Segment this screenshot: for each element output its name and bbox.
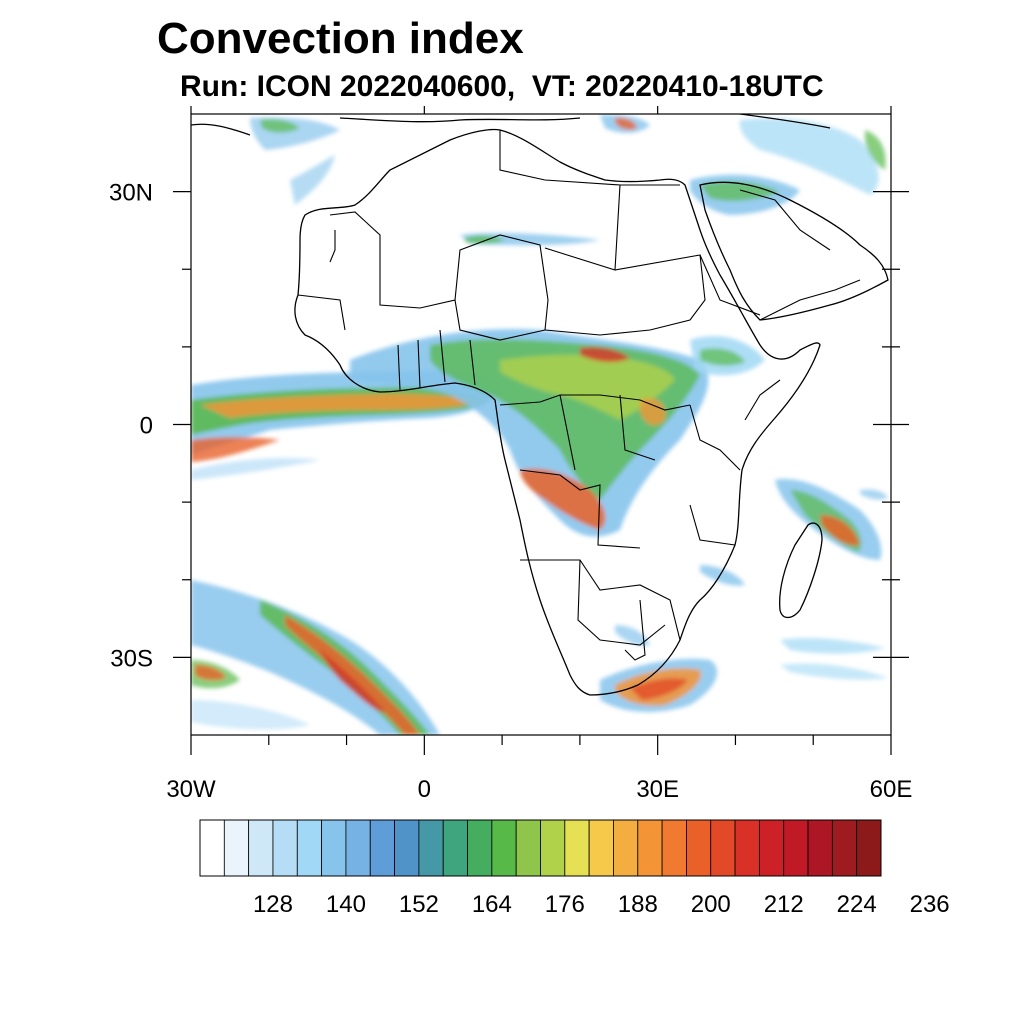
colorbar-swatch [540, 819, 566, 877]
colorbar-label: 164 [472, 891, 512, 918]
lat-tick-label: 30S [110, 645, 153, 672]
axis-labels: 30W 0 30E 60E 30N 0 30S [109, 180, 912, 803]
colorbar-label: 212 [764, 891, 804, 918]
axis-ticks [173, 106, 909, 755]
colorbar-frame [199, 819, 882, 877]
lon-tick-label: 30W [166, 776, 216, 803]
colorbar-swatch [369, 819, 395, 877]
map-subtitle: Run: ICON 2022040600, VT: 20220410-18UTC [180, 70, 824, 103]
colorbar-swatch [856, 819, 882, 877]
colorbar-swatch [394, 819, 420, 877]
colorbar-label: 200 [691, 891, 731, 918]
colorbar-swatch [199, 819, 225, 877]
map-title: Convection index [157, 14, 524, 63]
borders [297, 130, 861, 661]
colorbar-label: 140 [326, 891, 366, 918]
colorbar-swatch [272, 819, 298, 877]
colorbar-swatch [418, 819, 444, 877]
colorbar-labels: 128 140 152 164 176 188 200 212 224 236 [253, 891, 950, 918]
lat-tick-label: 0 [140, 413, 153, 440]
colorbar [199, 819, 882, 877]
colorbar-swatch [710, 819, 736, 877]
convection-field [191, 114, 888, 735]
colorbar-swatch [807, 819, 833, 877]
colorbar-swatch [345, 819, 371, 877]
colorbar-label: 176 [545, 891, 585, 918]
colorbar-swatch [734, 819, 760, 877]
colorbar-swatch [296, 819, 323, 877]
colorbar-swatch [661, 819, 687, 877]
colorbar-swatch [831, 819, 858, 877]
coastlines [191, 114, 889, 696]
colorbar-swatch [515, 819, 541, 877]
colorbar-label: 224 [837, 891, 877, 918]
colorbar-label: 152 [399, 891, 439, 918]
colorbar-swatch [442, 819, 468, 877]
lon-tick-label: 30E [636, 776, 679, 803]
colorbar-label: 188 [618, 891, 658, 918]
lon-tick-label: 0 [418, 776, 431, 803]
colorbar-swatch [321, 819, 347, 877]
colorbar-swatch [467, 819, 493, 877]
colorbar-swatch [223, 819, 250, 877]
colorbar-swatch [686, 819, 712, 877]
colorbar-swatch [491, 819, 517, 877]
colorbar-swatch [758, 819, 785, 877]
colorbar-swatch [588, 819, 614, 877]
colorbar-swatch [613, 819, 639, 877]
colorbar-swatch [637, 819, 663, 877]
colorbar-swatch [783, 819, 809, 877]
colorbar-label: 128 [253, 891, 293, 918]
colorbar-swatch [248, 819, 274, 877]
lat-tick-label: 30N [109, 180, 153, 207]
map-plot-area [191, 114, 891, 735]
colorbar-label: 236 [910, 891, 950, 918]
colorbar-swatch [564, 819, 590, 877]
lon-tick-label: 60E [870, 776, 913, 803]
